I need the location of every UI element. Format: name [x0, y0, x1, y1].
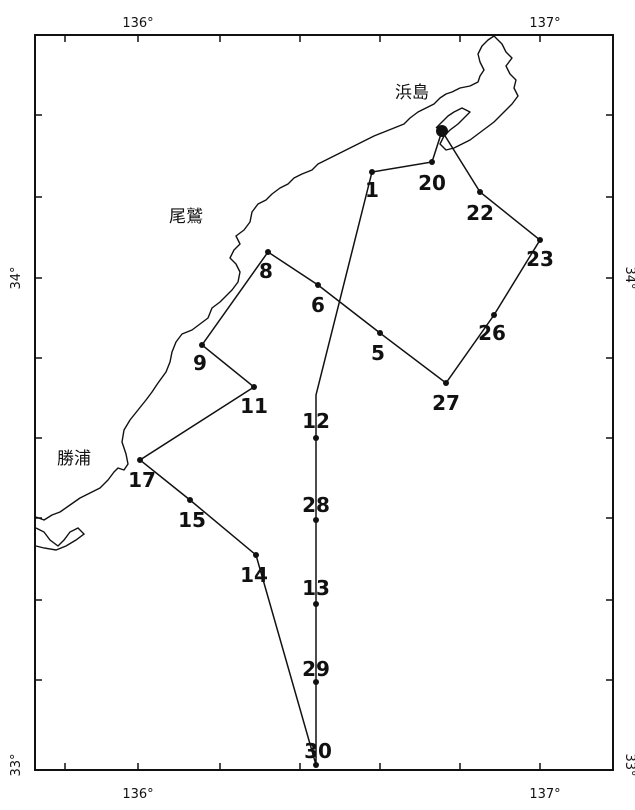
lat-left-label-34: 34° — [9, 266, 24, 289]
station-label: 1 — [365, 178, 379, 202]
station-13: 13 — [302, 576, 330, 607]
coastline-east — [435, 35, 519, 151]
lat-right-label-33: 33° — [622, 753, 635, 776]
lon-top-label-136: 136° — [122, 16, 153, 31]
lon-top-label-137: 137° — [529, 16, 560, 31]
station-label: 8 — [259, 259, 273, 283]
cruise-tracks — [138, 130, 541, 766]
place-label-katsuura: 勝浦 — [57, 449, 91, 469]
coastline-south — [35, 527, 86, 551]
lat-left-label-33: 33° — [9, 753, 24, 776]
station-label: 17 — [128, 468, 156, 492]
lat-right-label-34: 34° — [622, 266, 635, 289]
place-label-owase: 尾鷲 — [169, 207, 203, 227]
station-label: 29 — [302, 657, 330, 681]
stations: 1 20 22 23 26 27 5 6 8 9 11 17 15 14 12 — [128, 125, 554, 768]
station-30: 30 — [304, 739, 332, 768]
station-label: 13 — [302, 576, 330, 600]
station-label: 11 — [240, 394, 268, 418]
station-label: 12 — [302, 409, 330, 433]
station-label: 15 — [178, 508, 206, 532]
station-23: 23 — [526, 237, 554, 271]
station-6: 6 — [311, 282, 325, 317]
station-26: 26 — [478, 312, 506, 345]
station-5: 5 — [371, 330, 385, 365]
lon-bottom-label-136: 136° — [122, 787, 153, 802]
station-8: 8 — [259, 249, 273, 283]
coastline — [35, 35, 495, 521]
station-9: 9 — [193, 342, 207, 375]
station-label: 5 — [371, 341, 385, 365]
station-label: 28 — [302, 493, 330, 517]
station-22: 22 — [466, 189, 494, 225]
station-label: 26 — [478, 321, 506, 345]
station-label: 14 — [240, 563, 268, 587]
station-label: 20 — [418, 171, 446, 195]
station-27: 27 — [432, 380, 460, 415]
station-15: 15 — [178, 497, 206, 532]
place-label-hamajima: 浜島 — [395, 83, 429, 103]
station-1: 1 — [365, 169, 379, 202]
station-label: 6 — [311, 293, 325, 317]
station-17: 17 — [128, 457, 156, 492]
lon-bottom-label-137: 137° — [529, 787, 560, 802]
tick-marks — [35, 35, 613, 770]
station-11: 11 — [240, 384, 268, 418]
hamajima-port-marker — [436, 125, 448, 137]
station-label: 27 — [432, 391, 460, 415]
station-label: 9 — [193, 351, 207, 375]
station-20: 20 — [418, 159, 446, 195]
map-frame — [34, 34, 614, 771]
station-label: 30 — [304, 739, 332, 763]
station-29: 29 — [302, 657, 330, 685]
station-label: 22 — [466, 201, 494, 225]
station-14: 14 — [240, 552, 268, 587]
station-label: 23 — [526, 247, 554, 271]
station-12: 12 — [302, 409, 330, 441]
station-28: 28 — [302, 493, 330, 523]
